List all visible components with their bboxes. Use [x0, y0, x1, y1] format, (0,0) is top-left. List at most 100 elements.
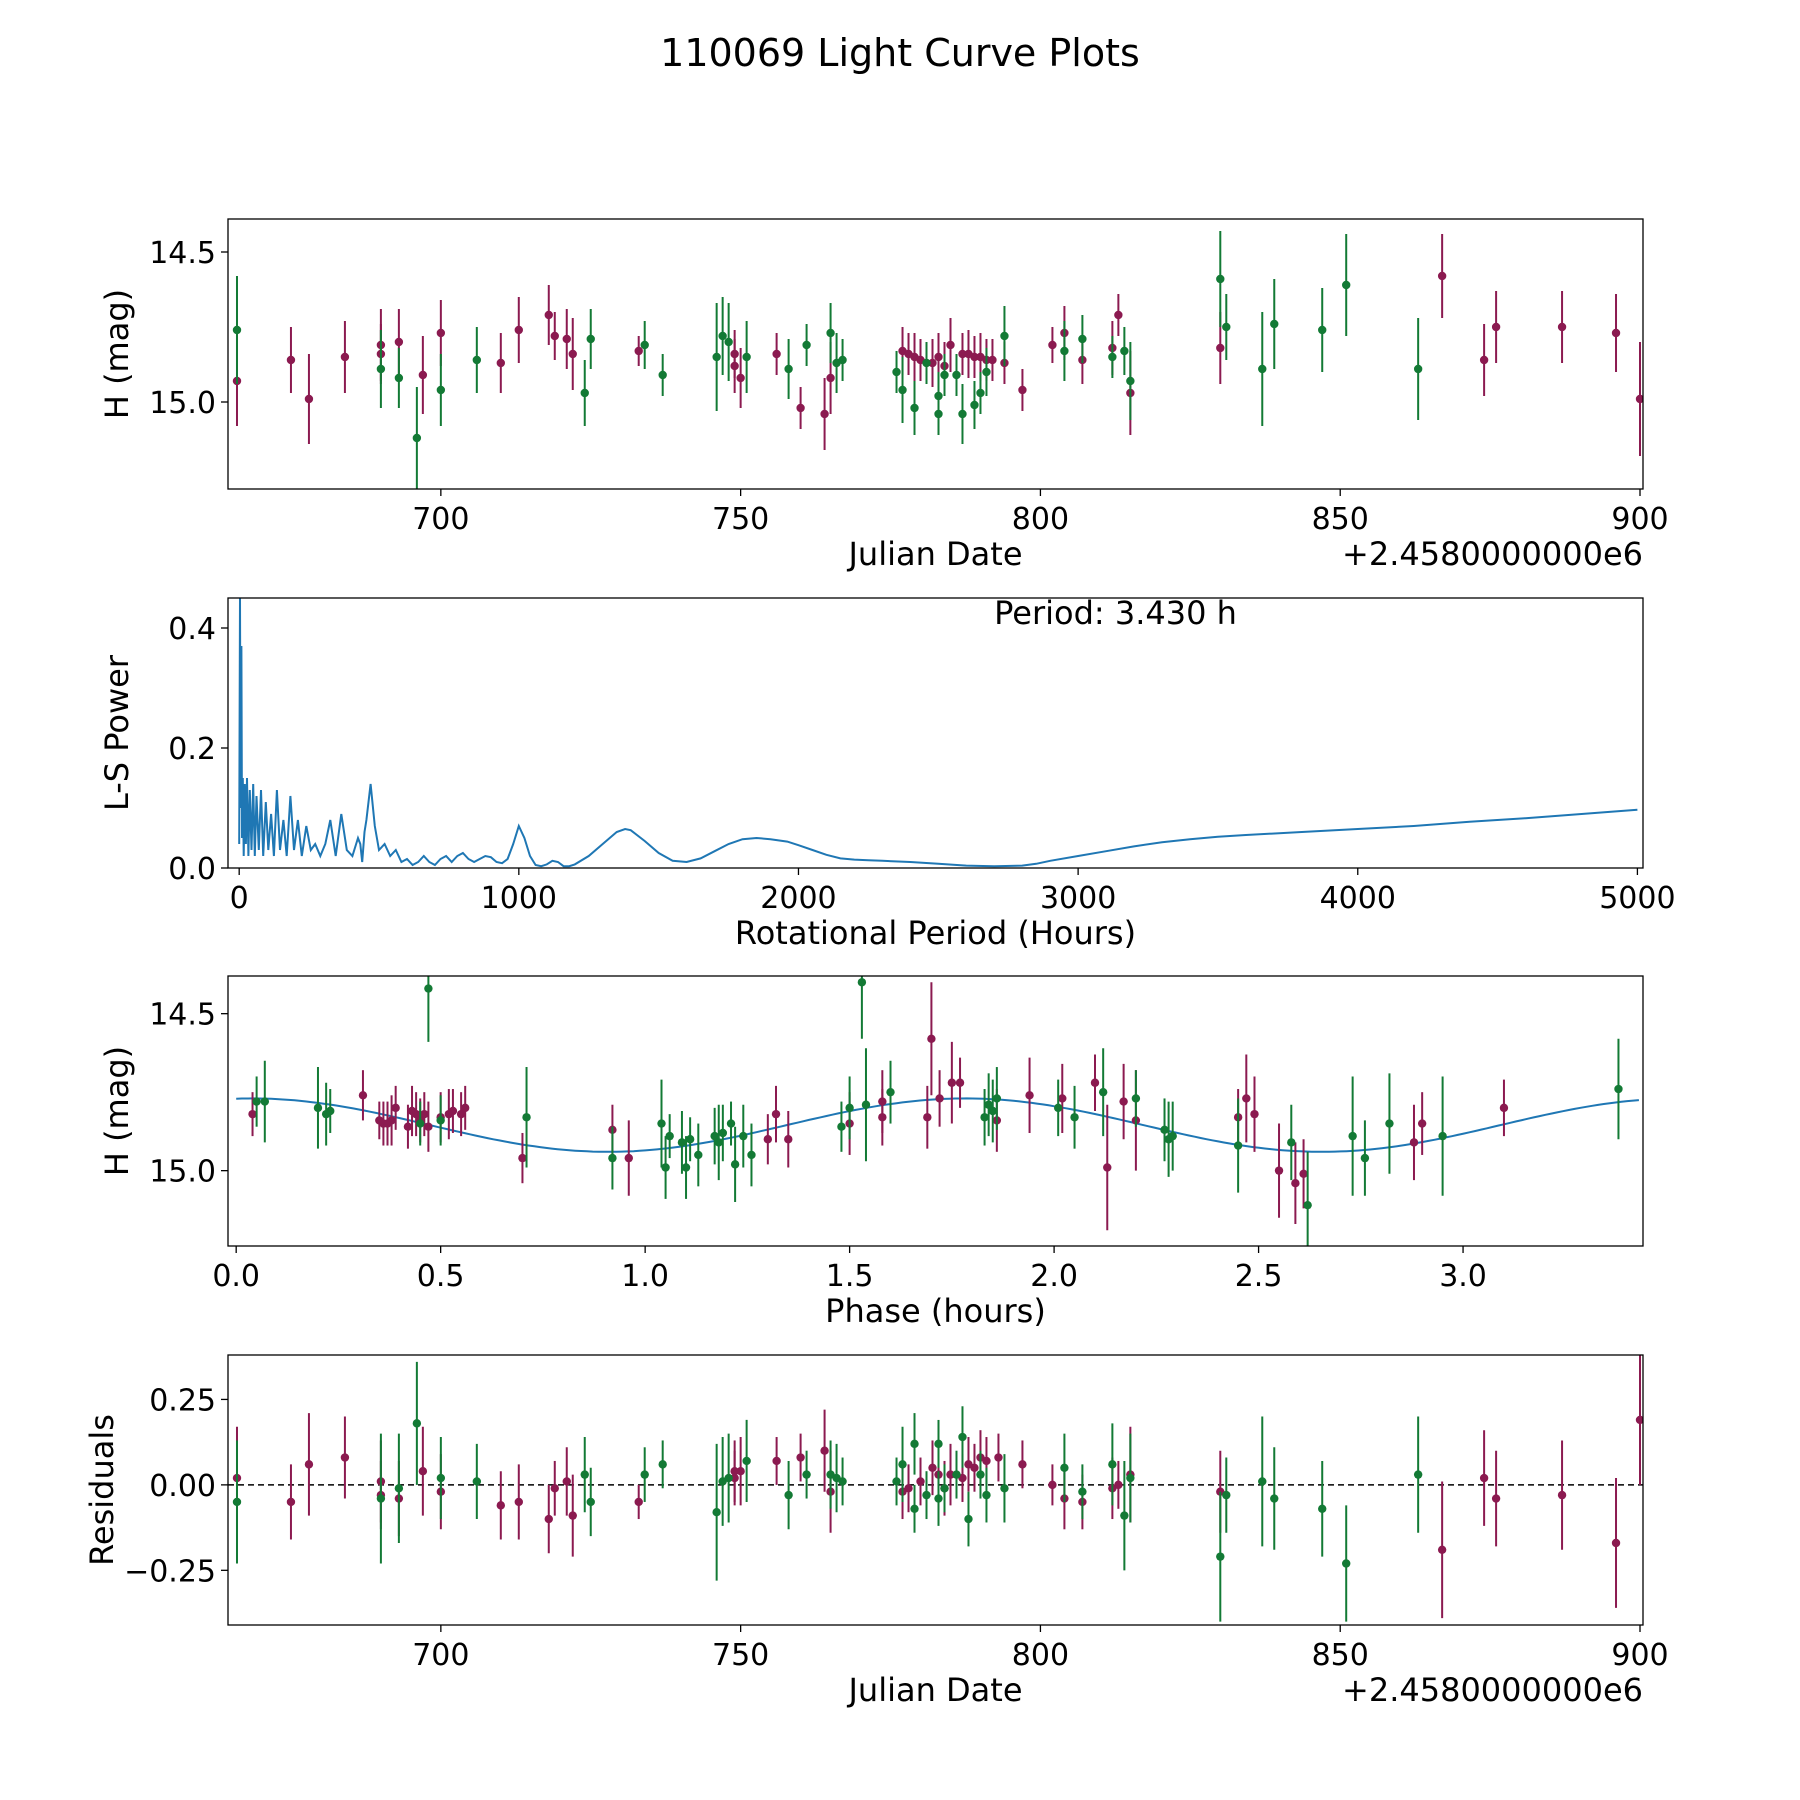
phasefold-xtick-label: 0.0: [212, 1259, 260, 1294]
lightcurve-axes-frame: [227, 218, 1644, 490]
data-point: [1078, 334, 1087, 344]
data-point: [1078, 1487, 1087, 1496]
data-point: [358, 1091, 368, 1100]
data-point: [376, 364, 386, 374]
data-point: [730, 1467, 739, 1476]
periodogram-ytick-label: 0.4: [168, 612, 216, 647]
data-point: [1491, 322, 1501, 332]
data-point: [796, 1453, 805, 1462]
data-point: [1287, 1138, 1296, 1147]
data-point: [1557, 322, 1567, 332]
phasefold-xlabel: Phase (hours): [825, 1292, 1046, 1330]
data-point: [1216, 274, 1225, 284]
data-point: [980, 1113, 989, 1122]
data-point: [718, 331, 727, 341]
data-point: [1119, 1097, 1128, 1106]
data-point: [411, 1109, 421, 1119]
data-point: [1060, 346, 1069, 356]
data-point: [1048, 1480, 1057, 1490]
data-point: [394, 1484, 404, 1493]
data-point: [436, 385, 446, 395]
data-point: [1090, 1078, 1100, 1087]
data-point: [586, 1497, 595, 1507]
periodogram-plot-area: [238, 598, 1638, 868]
data-point: [1168, 1131, 1177, 1141]
data-point: [1048, 340, 1057, 350]
data-point: [1348, 1131, 1357, 1141]
data-point: [496, 1501, 506, 1510]
data-point: [685, 1135, 695, 1144]
lightcurve-xtick-label: 900: [1611, 502, 1668, 537]
data-point: [580, 388, 589, 398]
data-point: [910, 1439, 919, 1449]
data-point: [550, 1484, 559, 1493]
data-point: [988, 1106, 997, 1116]
data-point: [946, 1470, 955, 1479]
data-point: [771, 1109, 781, 1119]
data-point: [970, 1463, 979, 1472]
data-point: [934, 1494, 943, 1503]
data-point: [248, 1109, 257, 1119]
data-point: [955, 1078, 965, 1087]
data-point: [1070, 1113, 1079, 1122]
data-point: [1060, 1463, 1069, 1472]
residuals-series-filter_b: [232, 1361, 1423, 1622]
periodogram-xtick-label: 3000: [1040, 881, 1116, 916]
data-point: [898, 385, 907, 395]
data-point: [387, 1116, 396, 1125]
data-point: [514, 1497, 523, 1507]
data-point: [857, 978, 867, 987]
data-point: [1242, 1094, 1251, 1103]
data-point: [313, 1103, 323, 1113]
data-point: [838, 355, 847, 365]
data-point: [376, 1494, 386, 1503]
data-point: [394, 337, 404, 347]
data-point: [1635, 1415, 1643, 1425]
data-point: [1491, 1494, 1501, 1503]
periodogram-panel: 0 1000 2000 3000 4000 5000 0.0 0.2 0.4 Rotational…: [98, 594, 1676, 952]
data-point: [982, 1490, 991, 1500]
data-point: [994, 1453, 1003, 1462]
data-point: [586, 334, 595, 344]
data-point: [958, 349, 967, 359]
data-point: [1342, 1559, 1351, 1568]
data-point: [416, 1119, 425, 1128]
data-point: [928, 1463, 937, 1472]
data-point: [784, 364, 793, 374]
data-point: [1409, 1138, 1419, 1147]
data-point: [1216, 343, 1225, 353]
data-point: [922, 358, 931, 368]
data-point: [1000, 331, 1009, 341]
data-point: [772, 1456, 781, 1466]
data-point: [910, 1504, 919, 1513]
periodogram-ytick-label: 0.0: [168, 852, 216, 887]
residuals-xtick-label: 900: [1611, 1638, 1668, 1673]
data-point: [412, 433, 422, 443]
phasefold-series-filter_b: [252, 976, 1623, 1246]
data-point: [677, 1138, 687, 1147]
data-point: [1413, 364, 1423, 374]
residuals-xtick-label: 800: [1012, 1638, 1069, 1673]
data-point: [940, 1484, 949, 1493]
data-point: [403, 1122, 413, 1131]
data-point: [1131, 1094, 1141, 1103]
residuals-xtick-label: 850: [1312, 1638, 1369, 1673]
data-point: [1437, 1545, 1447, 1555]
data-point: [232, 325, 242, 335]
data-point: [928, 358, 937, 368]
data-point: [1103, 1163, 1112, 1172]
periodogram-annotation: Period: 3.430 h: [994, 594, 1237, 632]
data-point: [1000, 1484, 1009, 1493]
data-point: [820, 409, 829, 419]
data-point: [946, 340, 955, 350]
lightcurve-plot-area: [232, 231, 1643, 489]
data-point: [861, 1100, 871, 1109]
periodogram-series-line: [238, 598, 1638, 868]
data-point: [1160, 1125, 1169, 1135]
lightcurve-offset-text: +2.4580000000e6: [1342, 535, 1643, 573]
lightcurve-ytick-label: 15.0: [149, 386, 216, 421]
phasefold-xtick-label: 2.5: [1235, 1259, 1283, 1294]
data-point: [1222, 1490, 1231, 1500]
data-point: [1274, 1166, 1284, 1175]
data-point: [730, 361, 739, 371]
